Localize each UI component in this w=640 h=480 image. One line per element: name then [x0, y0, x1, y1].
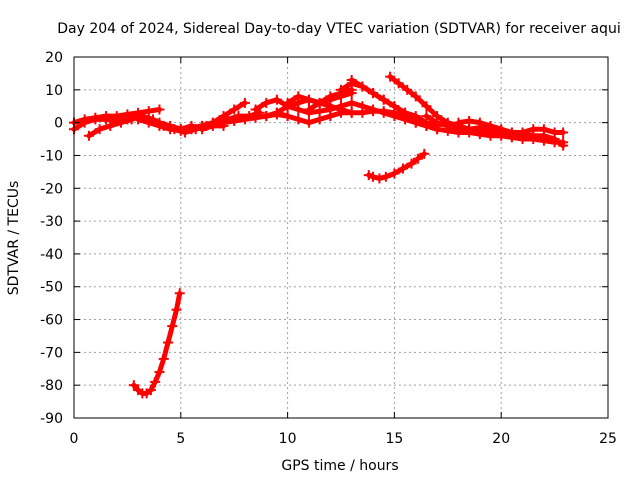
series-arc-h [271, 107, 357, 128]
y-tick-label: -40 [40, 247, 63, 263]
x-tick-label: 20 [492, 431, 510, 447]
y-tick-label: -10 [40, 148, 63, 164]
x-tick-label: 15 [385, 431, 403, 447]
grid-lines [74, 57, 608, 418]
y-tick-label: 0 [54, 116, 63, 132]
series-arc-b [69, 104, 165, 128]
y-tick-label: -70 [40, 345, 63, 361]
series-arc-q [128, 288, 185, 399]
y-tick-label: -50 [40, 280, 63, 296]
data-series [69, 71, 569, 399]
series-arc-m [363, 148, 430, 184]
plot-frame [73, 56, 609, 419]
y-tick-label: -60 [40, 313, 63, 329]
series-arc-p [453, 115, 569, 138]
series-arc-j [303, 88, 357, 115]
x-axis-title: GPS time / hours [281, 458, 398, 474]
chart-title: Day 204 of 2024, Sidereal Day-to-day VTE… [57, 21, 620, 37]
y-tick-label: 20 [45, 50, 63, 66]
x-tick-label: 5 [176, 431, 185, 447]
x-tick-label: 0 [70, 431, 79, 447]
y-tick-label: -80 [40, 378, 63, 394]
x-tick-label: 25 [599, 431, 617, 447]
y-axis-title: SDTVAR / TECUs [6, 181, 22, 296]
y-tick-label: -20 [40, 181, 63, 197]
y-tick-label: 10 [45, 83, 63, 99]
axis-ticks: 20 10 0 -10 -20 -30 -40 -50 -60 -70 -80 -90 0 5 10 15 20… [40, 50, 617, 447]
y-tick-label: -30 [40, 214, 63, 230]
y-tick-label: -90 [40, 411, 63, 427]
x-tick-label: 10 [279, 431, 297, 447]
